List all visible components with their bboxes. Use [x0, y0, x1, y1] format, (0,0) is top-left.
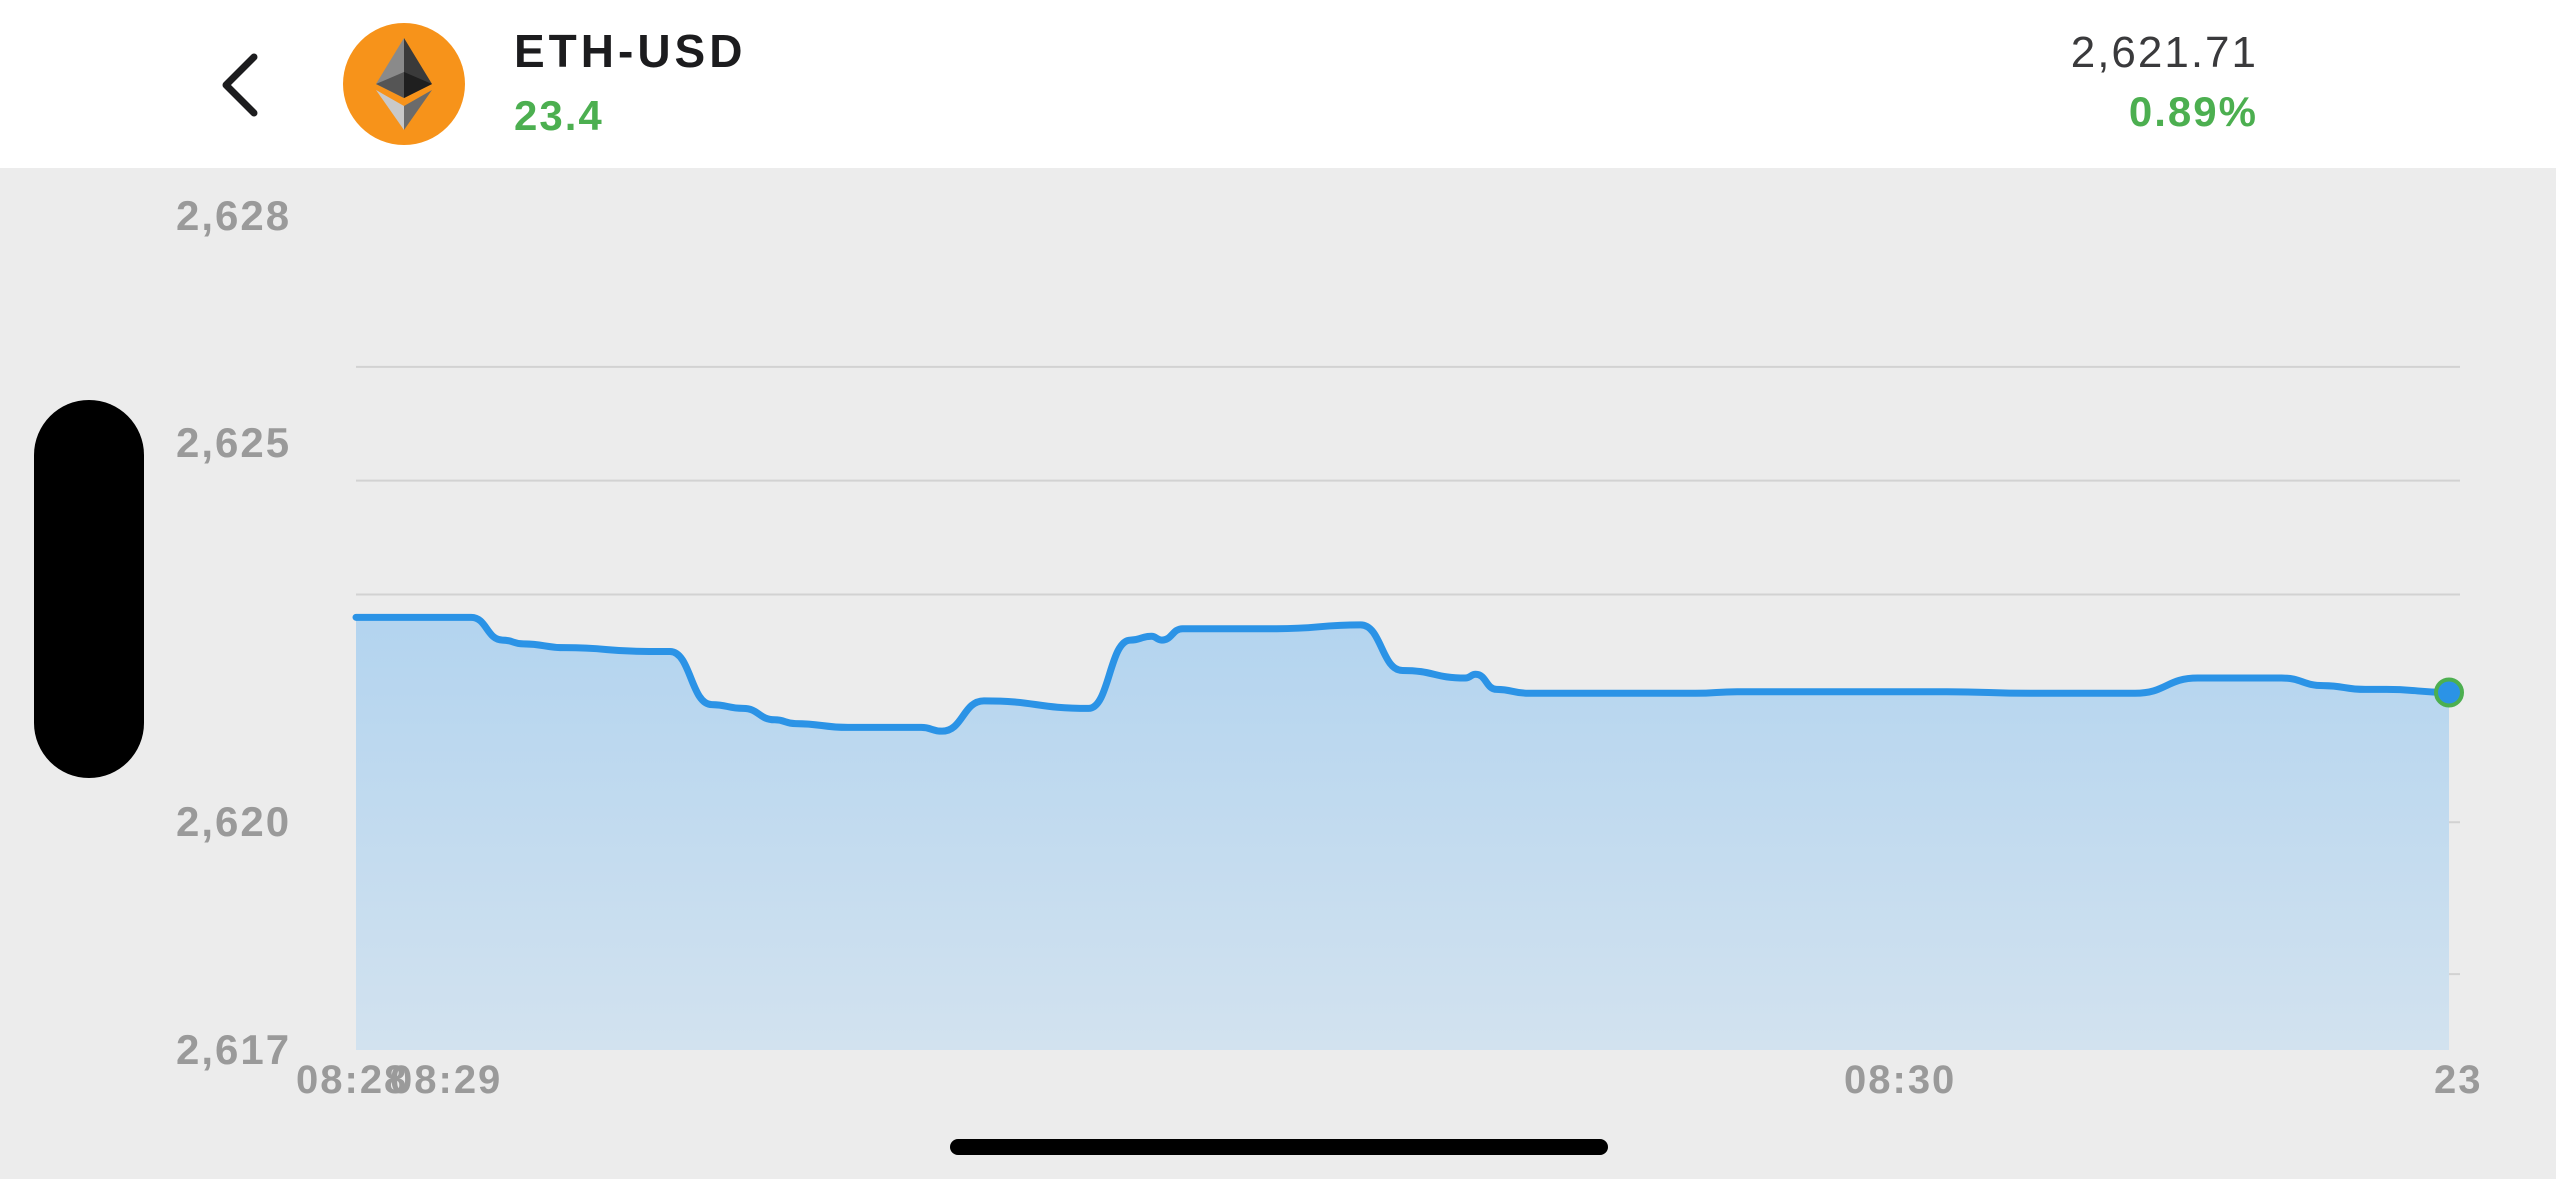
- header-bar: ETH-USD 23.4 2,621.71 0.89%: [0, 0, 2556, 168]
- ethereum-icon: [343, 23, 465, 145]
- price-area: [356, 617, 2449, 1050]
- price-chart[interactable]: 2,628 2,625 2,620 2,617 08:28 08:29 08:3…: [0, 168, 2556, 1179]
- x-tick-label: 23: [2434, 1058, 2483, 1102]
- last-price-marker: [2434, 677, 2464, 708]
- change-value: 23.4: [514, 92, 604, 139]
- x-tick-label: 08:29: [390, 1058, 502, 1102]
- price-line: [352, 613, 2453, 735]
- back-button[interactable]: [200, 40, 280, 130]
- y-tick-label: 2,628: [176, 192, 291, 239]
- current-price: 2,621.71: [2070, 28, 2258, 77]
- y-tick-label: 2,617: [176, 1026, 291, 1073]
- x-tick-label: 08:30: [1844, 1058, 1956, 1102]
- change-percent: 0.89%: [2128, 88, 2258, 135]
- y-tick-label: 2,625: [176, 419, 291, 466]
- side-drag-handle[interactable]: [34, 400, 144, 778]
- pair-title: ETH-USD: [514, 25, 747, 77]
- home-indicator[interactable]: [950, 1139, 1608, 1155]
- chevron-left-icon: [222, 53, 258, 117]
- y-tick-label: 2,620: [176, 798, 291, 845]
- x-tick-label: 08:28: [296, 1058, 408, 1102]
